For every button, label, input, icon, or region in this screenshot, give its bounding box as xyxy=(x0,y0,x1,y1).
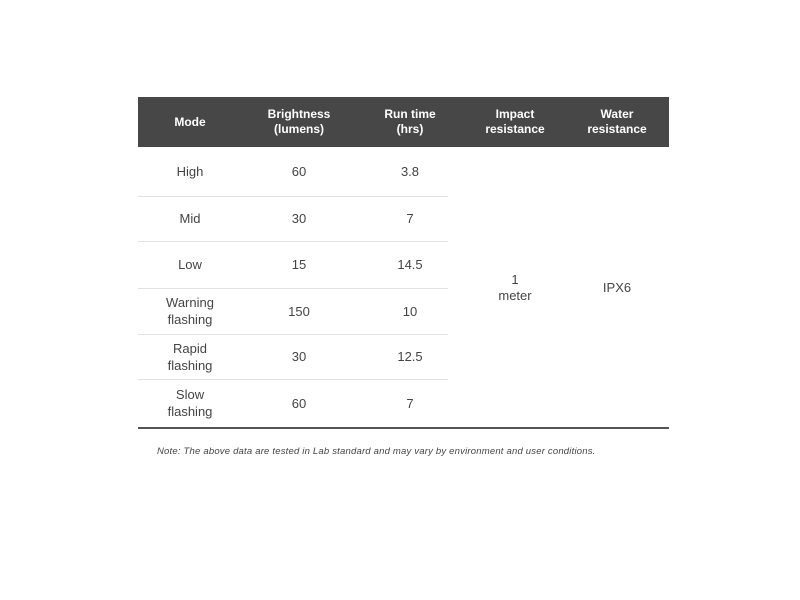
runtime-cell: 7 xyxy=(406,395,414,411)
header-impact: Impact resistance xyxy=(485,107,545,136)
table-row: Slow flashing 60 7 xyxy=(138,379,448,427)
table-header: Mode Brightness (lumens) Run time (hrs) … xyxy=(138,97,669,147)
runtime-cell: 7 xyxy=(406,211,414,226)
table-row: Low 15 14.5 xyxy=(138,241,448,289)
brightness-cell: 150 xyxy=(288,303,310,319)
mode-cell: Rapid flashing xyxy=(167,340,213,373)
runtime-cell: 14.5 xyxy=(397,257,423,272)
table-bottom-border xyxy=(138,427,669,429)
runtime-cell: 10 xyxy=(402,303,418,319)
brightness-cell: 60 xyxy=(291,395,307,411)
table-row: Rapid flashing 30 12.5 xyxy=(138,334,448,380)
footnote: Note: The above data are tested in Lab s… xyxy=(157,446,596,457)
runtime-cell: 12.5 xyxy=(397,349,423,364)
table-row: Warning flashing 150 10 xyxy=(138,288,448,335)
brightness-cell: 60 xyxy=(291,164,307,179)
brightness-cell: 15 xyxy=(291,257,307,272)
header-brightness: Brightness (lumens) xyxy=(267,107,331,136)
mode-cell: Warning flashing xyxy=(166,295,214,327)
brightness-cell: 30 xyxy=(291,349,307,364)
header-water: Water resistance xyxy=(587,107,647,136)
runtime-cell: 3.8 xyxy=(400,164,420,179)
mode-cell: Slow flashing xyxy=(167,387,213,419)
specs-table: Mode Brightness (lumens) Run time (hrs) … xyxy=(138,97,669,429)
header-mode: Mode xyxy=(174,114,206,129)
mode-cell: High xyxy=(176,164,204,179)
impact-resistance-cell: 1 meter xyxy=(498,271,532,303)
table-row: Mid 30 7 xyxy=(138,196,448,242)
header-runtime: Run time (hrs) xyxy=(384,107,436,136)
water-resistance-cell: IPX6 xyxy=(602,279,632,295)
mode-cell: Mid xyxy=(179,211,201,226)
mode-cell: Low xyxy=(178,257,202,272)
brightness-cell: 30 xyxy=(291,211,307,226)
table-row: High 60 3.8 xyxy=(138,147,448,197)
